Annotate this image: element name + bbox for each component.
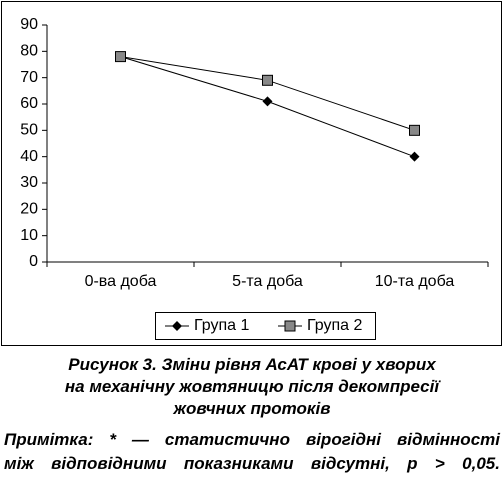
chart-frame — [1, 1, 502, 346]
y-tick-label: 50 — [20, 122, 38, 139]
legend-label: Група 1 — [194, 317, 249, 334]
caption-line: на механічну жовтяницю після декомпресії — [64, 377, 440, 396]
y-tick-label: 80 — [20, 43, 38, 60]
caption-line: Рисунок 3. Зміни рівня АсАТ крові у хвор… — [68, 355, 436, 374]
y-tick-label: 40 — [20, 148, 38, 165]
marker — [409, 124, 420, 136]
x-tick-label: 5-та доба — [232, 273, 303, 290]
caption-line: жовчних протоків — [173, 399, 331, 418]
legend-box — [155, 312, 376, 340]
caption: Рисунок 3. Зміни рівня АсАТ крові у хвор… — [0, 354, 504, 420]
y-tick-label: 10 — [20, 227, 38, 244]
x-tick-label: 0-ва доба — [85, 273, 157, 290]
note-line: між відповідними показниками відсутні, p… — [4, 454, 500, 473]
note: Примітка: * — статистично вірогідні відм… — [4, 428, 500, 476]
chart: 0 10 20 30 40 50 60 70 80 90 0-ва доба 5-та доба 10-… — [1, 1, 502, 346]
marker — [262, 96, 273, 107]
y-tick-label: 90 — [20, 16, 38, 33]
legend-marker — [284, 320, 296, 332]
x-tick-label: 10-та доба — [375, 273, 455, 290]
legend-label: Група 2 — [307, 317, 362, 334]
marker — [262, 74, 273, 86]
marker — [115, 51, 126, 63]
marker — [409, 151, 420, 162]
series-line — [120, 56, 415, 158]
note-line: Примітка: * — статистично вірогідні відм… — [4, 430, 500, 449]
y-tick-label: 0 — [29, 253, 38, 270]
y-tick-label: 70 — [20, 69, 38, 86]
y-tick-label: 20 — [20, 201, 38, 218]
legend-marker — [172, 321, 182, 331]
y-tick-label: 30 — [20, 174, 38, 191]
y-tick-label: 60 — [20, 95, 38, 112]
series-line — [120, 56, 415, 131]
